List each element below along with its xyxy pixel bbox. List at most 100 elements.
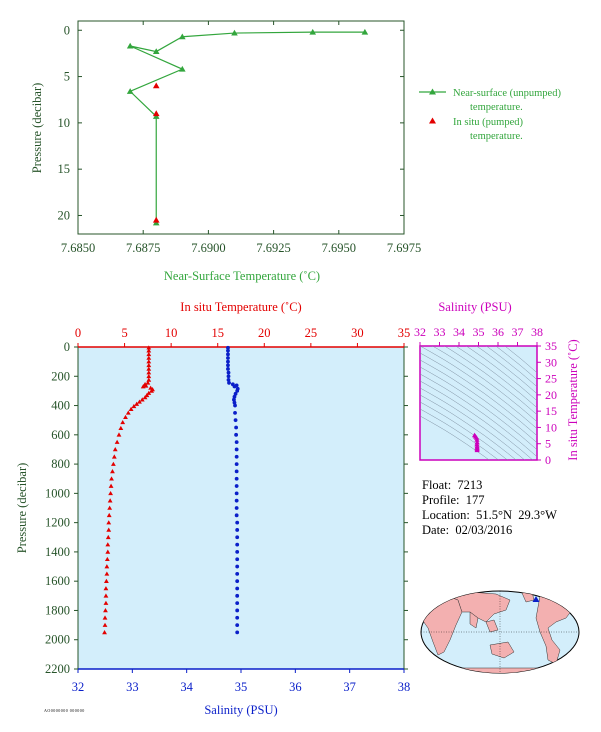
temperature-point — [134, 401, 140, 406]
temperature-point — [137, 399, 142, 404]
ns-unpumped-point — [152, 48, 160, 55]
temperature-point — [102, 630, 107, 635]
temperature-point — [145, 380, 151, 385]
temperature-point — [142, 395, 148, 400]
temperature-point — [120, 419, 126, 425]
ts-ticks: 32 33 34 35 36 37 38 0 5 10 15 20 25 30 35 — [414, 325, 557, 467]
ts-density-contour — [420, 359, 537, 443]
temp-tick-label: 5 — [121, 326, 127, 340]
salinity-point — [234, 425, 239, 430]
ns-ytick-label: 5 — [64, 70, 70, 84]
salinity-point — [232, 384, 237, 389]
salinity-point — [235, 542, 240, 547]
float-row: Float: 7213 — [422, 478, 557, 493]
temp-tick-label: 30 — [351, 326, 364, 340]
ts-density-contour — [420, 373, 537, 457]
salinity-point — [226, 356, 230, 360]
ts-density-contour — [420, 366, 537, 450]
temperature-point — [123, 414, 128, 420]
temperature-point — [114, 439, 120, 444]
temperature-point — [106, 512, 112, 518]
ns-xtick-label: 7.6950 — [322, 241, 356, 255]
profile-bottom-xlabel: Salinity (PSU) — [204, 703, 277, 717]
ts-density-contour — [420, 415, 490, 460]
temperature-point — [104, 556, 110, 562]
ts-title: Salinity (PSU) — [438, 300, 511, 314]
salinity-point — [234, 454, 239, 459]
ns-xtick-label: 7.6900 — [191, 241, 225, 255]
legend-pumped-label-2: temperature. — [470, 131, 523, 142]
temperature-point — [143, 383, 149, 388]
legend-unpumped-label-2: temperature. — [470, 102, 523, 113]
ns-xtick-label: 7.6975 — [387, 241, 421, 255]
salinity-point — [235, 520, 240, 525]
temperature-point — [128, 406, 134, 412]
temperature-point — [146, 355, 152, 360]
location-value: 51.5°N 29.3°W — [476, 508, 557, 522]
ts-density-contour — [420, 394, 517, 460]
salinity-point — [235, 586, 240, 591]
temperature-point — [146, 345, 152, 350]
temperature-point — [106, 527, 112, 532]
salinity-point — [234, 476, 239, 481]
salinity-point — [234, 491, 239, 496]
sal-tick-label: 36 — [289, 680, 302, 694]
salinity-point — [234, 447, 239, 452]
ts-ytick-label: 25 — [545, 372, 557, 386]
temp-tick-label: 10 — [165, 326, 178, 340]
profile-value: 177 — [465, 493, 485, 507]
salinity-point — [234, 498, 239, 503]
ns-ytick-label: 20 — [58, 208, 71, 222]
float-value: 7213 — [457, 478, 483, 492]
profile-ticks: 0 5 10 15 20 25 30 35 32 33 34 35 36 37 38 0 200 400 600 80… — [45, 326, 410, 694]
temp-tick-label: 35 — [398, 326, 411, 340]
near-surface-chart: 7.6850 7.6875 7.6900 7.6925 7.6950 7.6975 0 5 10… — [30, 20, 561, 283]
pressure-tick-label: 1400 — [45, 545, 70, 559]
ns-unpumped-line — [129, 31, 365, 223]
ts-ytick-label: 30 — [545, 355, 557, 369]
ts-ytick-label: 20 — [545, 388, 557, 402]
temperature-point — [102, 615, 108, 620]
salinity-point — [235, 389, 240, 393]
temperature-point — [144, 392, 150, 398]
temperature-point — [102, 622, 108, 627]
temperature-point — [149, 388, 154, 393]
profile-label: Profile: — [422, 493, 460, 507]
salinity-point — [235, 550, 240, 554]
salinity-point — [226, 378, 231, 382]
profile-series — [102, 345, 240, 635]
salinity-point — [233, 410, 237, 415]
ns-ytick-label: 15 — [58, 162, 71, 176]
temperature-point — [105, 534, 111, 540]
temperature-point — [139, 397, 145, 402]
ts-point — [474, 441, 480, 447]
sal-tick-label: 37 — [343, 680, 356, 694]
salinity-point — [226, 370, 231, 375]
temperature-point — [118, 425, 124, 431]
ts-point — [474, 437, 480, 442]
pressure-tick-label: 1800 — [45, 603, 70, 617]
temperature-point — [107, 505, 113, 510]
salinity-point — [233, 403, 237, 408]
salinity-point — [234, 484, 239, 488]
ns-ytick-label: 10 — [58, 116, 71, 130]
ts-series — [472, 432, 480, 453]
ns-pumped-point — [152, 216, 160, 223]
ts-density-contour — [455, 346, 537, 408]
pressure-tick-label: 2000 — [45, 633, 70, 647]
temperature-point — [146, 377, 152, 382]
ts-ytick-label: 10 — [545, 420, 557, 434]
salinity-point — [235, 593, 240, 598]
salinity-point — [226, 359, 230, 364]
location-row: Location: 51.5°N 29.3°W — [422, 508, 557, 523]
temperature-point — [103, 608, 108, 613]
pressure-tick-label: 1200 — [45, 516, 70, 530]
ts-diagram: 32 33 34 35 36 37 38 0 5 10 15 20 25 30 35 Salinity (P… — [414, 300, 580, 467]
ns-unpumped-point — [126, 42, 134, 49]
near-surface-legend: Near-surface (unpumped) temperature. In … — [419, 88, 561, 142]
ts-ylabel: In situ Temperature (˚C) — [566, 339, 580, 460]
ts-xtick-label: 37 — [512, 325, 524, 339]
salinity-point — [235, 571, 240, 576]
ts-point — [474, 439, 480, 445]
ns-unpumped-point — [309, 28, 317, 35]
